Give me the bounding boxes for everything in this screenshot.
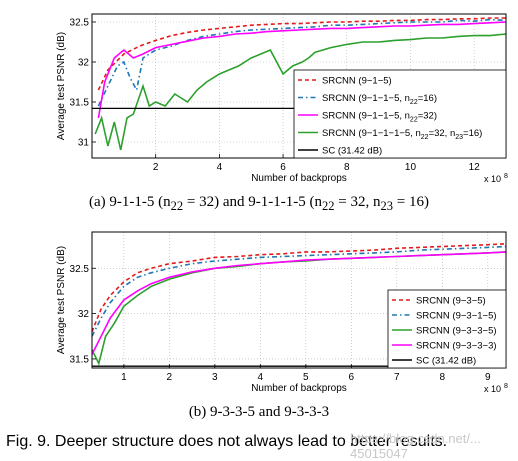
y-tick-label: 32.5: [70, 264, 90, 275]
x-tick-label: 1: [121, 372, 127, 383]
legend-label-rest: =32): [418, 111, 437, 122]
legend-label-rest: =16): [463, 128, 482, 139]
legend-label-5: SC (31.42 dB): [322, 146, 382, 157]
legend-label-1: SRCNN (9−1−5): [322, 76, 392, 87]
x-tick-label: 12: [469, 162, 481, 173]
series-line-1: [97, 17, 506, 91]
x-axis-label: Number of backprops: [251, 173, 347, 184]
series-line-4: [94, 33, 507, 151]
legend-label-4: SRCNN (9−3−3−3): [416, 341, 497, 352]
x-tick-label: 4: [217, 162, 223, 173]
caption-a-part4: = 16): [392, 194, 429, 210]
chart-b-svg: 1 2 3 4 5 6 7 8 9 31.5 32 32.5 Number of backprops Av…: [56, 231, 508, 394]
legend-label-rest: =16): [418, 93, 437, 104]
y-tick-label: 31: [78, 138, 90, 149]
y-tick-label: 32.5: [70, 18, 90, 29]
x-tick-label: 8: [440, 372, 446, 383]
caption-a-sub1: 22: [170, 199, 184, 213]
caption-a-sub3: 23: [380, 199, 393, 213]
x-exponent-label: x 10: [484, 174, 501, 184]
y-axis-label: Average test PSNR (dB): [56, 246, 67, 354]
legend-label-sub: 22: [410, 99, 418, 106]
chart-a-svg: 2 4 6 8 10 12 31 31.5 32 32.5 Number of backprops A…: [56, 13, 508, 184]
caption-a-part1: (a) 9-1-1-5 (n: [89, 194, 171, 210]
x-exponent-power: 8: [504, 383, 508, 390]
legend-label-5: SC (31.42 dB): [416, 356, 476, 367]
x-tick-label: 10: [405, 162, 417, 173]
figure-caption: Fig. 9. Deeper structure does not always…: [6, 433, 448, 450]
series-line-2: [91, 245, 507, 337]
y-tick-label: 32: [78, 58, 90, 69]
series-line-2: [97, 18, 507, 107]
series-line-1: [91, 243, 507, 332]
y-tick-label: 31.5: [70, 354, 90, 365]
chart-a: 2 4 6 8 10 12 31 31.5 32 32.5 Number of backprops A…: [0, 0, 518, 192]
series-line-3: [97, 21, 507, 119]
x-tick-label: 7: [394, 372, 400, 383]
y-tick-label: 32: [78, 309, 90, 320]
legend-label-sub: 23: [455, 134, 463, 141]
x-tick-label: 2: [153, 162, 159, 173]
y-axis-label: Average test PSNR (dB): [56, 32, 67, 140]
x-tick-label: 3: [212, 372, 218, 383]
legend-label-rest: =32, n: [429, 128, 456, 139]
chart-b: 1 2 3 4 5 6 7 8 9 31.5 32 32.5 Number of backprops Av…: [0, 222, 518, 402]
legend-label-2: SRCNN (9−3−1−5): [416, 311, 497, 322]
caption-a-sub2: 22: [322, 199, 335, 213]
y-tick-label: 31.5: [70, 98, 90, 109]
x-exponent-label: x 10: [484, 384, 501, 394]
x-axis-label: Number of backprops: [251, 383, 347, 394]
caption-a-part2: = 32) and 9-1-1-1-5 (n: [183, 194, 323, 210]
x-tick-label: 5: [303, 372, 309, 383]
legend-label-3: SRCNN (9−3−3−5): [416, 326, 497, 337]
caption-b: (b) 9-3-3-5 and 9-3-3-3: [188, 404, 330, 420]
series-line-4: [91, 251, 507, 355]
chart-b-caption: (b) 9-3-3-5 and 9-3-3-3: [0, 404, 518, 421]
watermark: https://blog.csdn.net/... 45015047: [350, 431, 481, 461]
x-exponent-power: 8: [504, 173, 508, 180]
legend-label-2: SRCNN (9−1−1−5, n22=16): [322, 93, 437, 106]
legend-label-3: SRCNN (9−1−1−5, n22=32): [322, 111, 437, 124]
x-tick-label: 8: [344, 162, 350, 173]
x-tick-label: 9: [485, 372, 491, 383]
caption-a-part3: = 32, n: [334, 194, 381, 210]
legend-box: [293, 69, 507, 159]
legend-box: [387, 289, 507, 369]
x-tick-label: 6: [280, 162, 286, 173]
legend-label-4: SRCNN (9−1−1−1−5, n22=32, n23=16): [322, 128, 482, 141]
legend-label-1: SRCNN (9−3−5): [416, 296, 486, 307]
chart-a-caption: (a) 9-1-1-5 (n22 = 32) and 9-1-1-1-5 (n2…: [0, 194, 518, 214]
x-tick-label: 4: [258, 372, 264, 383]
legend-label-sub: 22: [421, 134, 429, 141]
legend-label-sub: 22: [410, 117, 418, 124]
x-tick-label: 6: [349, 372, 355, 383]
x-tick-label: 2: [167, 372, 173, 383]
